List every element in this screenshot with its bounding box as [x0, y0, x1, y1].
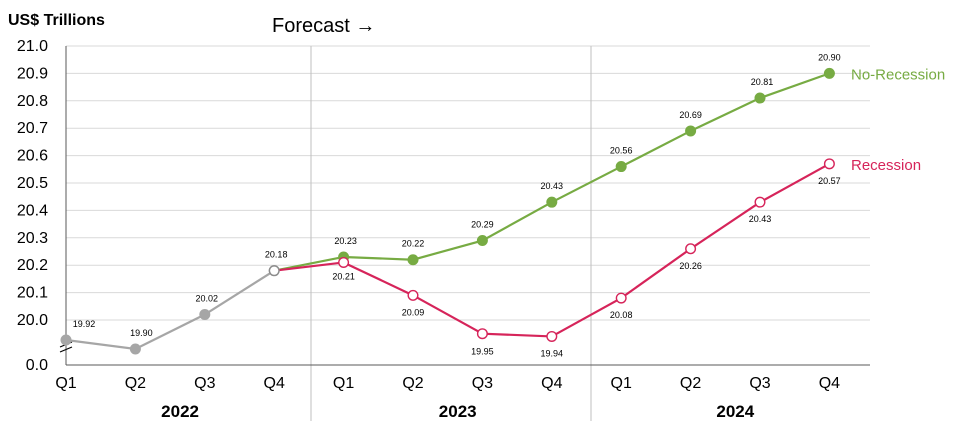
- data-label: 20.26: [679, 261, 702, 271]
- x-tick-label: Q4: [541, 375, 562, 392]
- data-label: 20.43: [749, 214, 772, 224]
- data-label: 19.94: [541, 348, 564, 358]
- data-label: 20.23: [334, 236, 357, 246]
- data-point: [823, 158, 835, 170]
- series-line: [273, 72, 830, 272]
- data-label: 20.29: [471, 220, 494, 230]
- data-point: [546, 196, 558, 208]
- data-point: [685, 243, 697, 255]
- data-label: 20.43: [541, 181, 564, 191]
- grid: [66, 45, 870, 421]
- data-label: 20.56: [610, 146, 633, 156]
- data-point: [615, 292, 627, 304]
- y-tick-label: 20.6: [17, 148, 48, 165]
- data-label: 20.02: [196, 294, 219, 304]
- data-point: [546, 330, 558, 342]
- x-axis: Q1 Q2 Q3 Q4 Q1 Q2 Q3 Q4 Q1 Q2 Q3 Q4 2022 2023 2024: [55, 364, 870, 421]
- data-labels: 19.92 19.90 20.02 20.18 20.23 20.22 20.29 20.43…: [73, 52, 841, 358]
- x-tick-label: Q3: [749, 375, 770, 392]
- series-markers: [60, 67, 835, 355]
- data-point: [823, 67, 835, 79]
- data-point: [754, 92, 766, 104]
- x-tick-label: Q3: [472, 375, 493, 392]
- x-tick-label: Q3: [194, 375, 215, 392]
- data-point: [338, 256, 350, 268]
- forecast-label: Forecast →: [272, 15, 375, 37]
- x-tick-label: Q1: [333, 375, 354, 392]
- y-tick-label: 20.9: [17, 65, 48, 82]
- x-tick-label: Q2: [402, 375, 423, 392]
- data-label: 20.69: [679, 110, 702, 120]
- series-label: Recession: [851, 157, 921, 174]
- x-tick-label: Q4: [264, 375, 285, 392]
- axis-break-mark: [59, 346, 73, 353]
- y-axis: 21.0 20.9 20.8 20.7 20.6 20.5 20.4 20.3 20.2 20.1…: [17, 38, 73, 374]
- series-labels: No-Recession Recession: [851, 66, 945, 173]
- data-point: [476, 235, 488, 247]
- y-tick-label: 20.1: [17, 285, 48, 302]
- y-tick-label: 20.2: [17, 257, 48, 274]
- data-label: 19.95: [471, 347, 494, 357]
- series-line: [65, 269, 275, 351]
- year-label: 2024: [716, 402, 754, 421]
- data-label: 20.08: [610, 310, 633, 320]
- data-point: [407, 289, 419, 301]
- year-label: 2023: [439, 402, 477, 421]
- data-label: 20.57: [818, 176, 841, 186]
- data-label: 20.09: [402, 307, 425, 317]
- data-label: 20.81: [751, 77, 774, 87]
- data-label: 19.92: [73, 319, 96, 329]
- data-label: 20.22: [402, 239, 425, 249]
- data-point: [268, 265, 280, 277]
- y-tick-label: 20.8: [17, 93, 48, 110]
- data-label: 20.21: [332, 271, 355, 281]
- y-tick-label: 20.3: [17, 230, 48, 247]
- year-label: 2022: [161, 402, 199, 421]
- x-tick-label: Q4: [819, 375, 840, 392]
- data-point: [199, 309, 211, 321]
- y-tick-label: 20.5: [17, 175, 48, 192]
- data-label: 20.90: [818, 52, 841, 62]
- x-tick-label: Q1: [611, 375, 632, 392]
- data-label: 19.90: [130, 328, 153, 338]
- y-tick-label: 20.7: [17, 120, 48, 137]
- data-point: [685, 125, 697, 137]
- unit-label: US$ Trillions: [8, 12, 105, 29]
- x-tick-label: Q2: [125, 375, 146, 392]
- y-tick-label: 20.4: [17, 202, 48, 219]
- y-tick-label: 20.0: [17, 312, 48, 329]
- series-label: No-Recession: [851, 66, 945, 83]
- x-tick-label: Q1: [55, 375, 76, 392]
- data-point: [60, 334, 72, 346]
- y-tick-label: 0.0: [26, 357, 48, 374]
- data-point: [615, 161, 627, 173]
- x-tick-label: Q2: [680, 375, 701, 392]
- data-point: [754, 196, 766, 208]
- data-point: [476, 328, 488, 340]
- y-tick-label: 21.0: [17, 38, 48, 55]
- data-point: [407, 254, 419, 266]
- data-point: [129, 343, 141, 355]
- data-label: 20.18: [265, 250, 288, 260]
- series-lines: [65, 72, 830, 351]
